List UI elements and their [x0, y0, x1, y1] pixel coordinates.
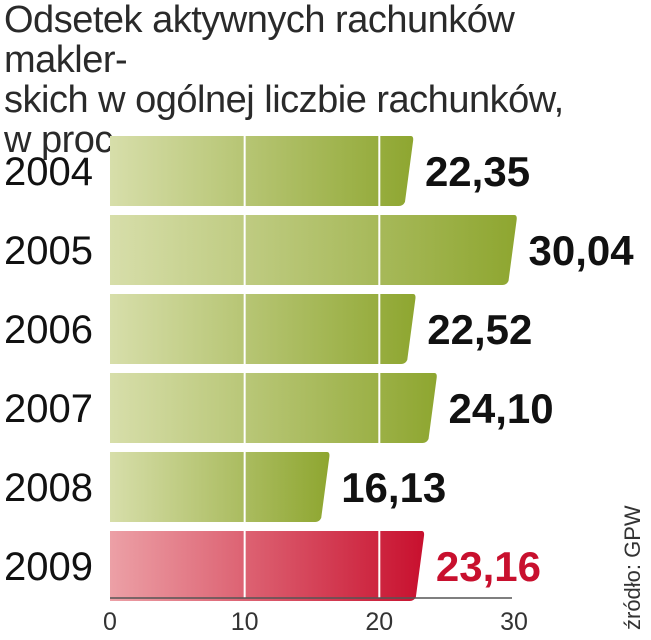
- bar-2009: [110, 531, 425, 601]
- title-line-3: w proc.: [4, 119, 123, 161]
- category-label-2007: 2007: [4, 387, 93, 431]
- source-note: źródło: GPW: [620, 505, 645, 630]
- value-label-2008: 16,13: [341, 464, 446, 511]
- category-label-2006: 2006: [4, 308, 93, 352]
- bar-2007: [110, 373, 437, 443]
- bar-2006: [110, 294, 416, 364]
- x-tick-label-0: 0: [103, 608, 117, 636]
- category-label-2008: 2008: [4, 466, 93, 510]
- grid-layer: [243, 136, 381, 598]
- labels-layer: 2004 22,35 2005 30,04 2006 22,52 2007 24,10 2008…: [4, 148, 634, 636]
- title-line-1: Odsetek aktywnych rachunków makler-: [4, 0, 515, 81]
- value-label-2006: 22,52: [427, 306, 532, 353]
- bar-2004: [110, 136, 414, 206]
- bar-2008: [110, 452, 330, 522]
- category-label-2005: 2005: [4, 229, 93, 273]
- x-tick-label-20: 20: [365, 608, 393, 636]
- bar-2005: [110, 215, 517, 285]
- title-line-2: skich w ogólnej liczbie rachunków,: [4, 79, 564, 121]
- bars-layer: [110, 136, 517, 601]
- x-tick-label-30: 30: [500, 608, 528, 636]
- category-label-2004: 2004: [4, 150, 93, 194]
- x-tick-label-10: 10: [231, 608, 259, 636]
- value-label-2004: 22,35: [425, 148, 530, 195]
- value-label-2007: 24,10: [449, 385, 554, 432]
- chart-title: Odsetek aktywnych rachunków makler- skic…: [4, 0, 644, 160]
- value-label-2005: 30,04: [529, 227, 635, 274]
- value-label-2009: 23,16: [436, 543, 541, 590]
- category-label-2009: 2009: [4, 545, 93, 589]
